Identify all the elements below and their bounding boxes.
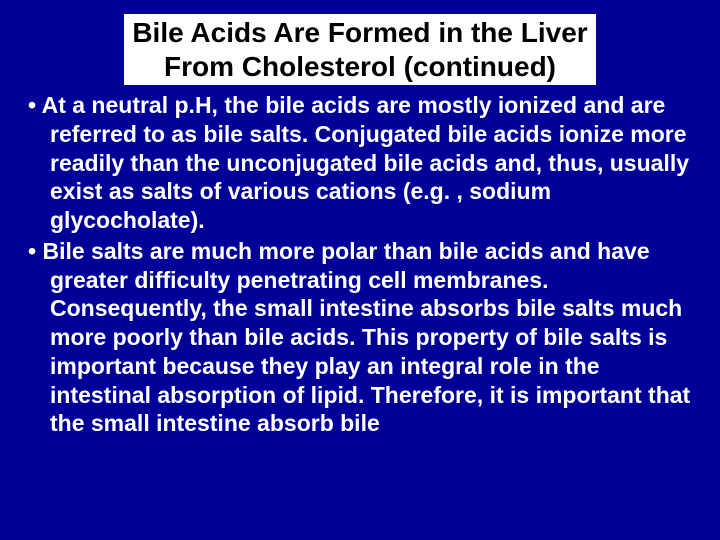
- slide-container: Bile Acids Are Formed in the Liver From …: [0, 0, 720, 540]
- list-item: At a neutral p.H, the bile acids are mos…: [28, 91, 692, 235]
- title-line-2: From Cholesterol (continued): [164, 51, 556, 82]
- list-item: Bile salts are much more polar than bile…: [28, 237, 692, 438]
- slide-title: Bile Acids Are Formed in the Liver From …: [124, 14, 595, 85]
- bullet-list: At a neutral p.H, the bile acids are mos…: [28, 91, 692, 438]
- slide-body: At a neutral p.H, the bile acids are mos…: [28, 91, 692, 438]
- title-line-1: Bile Acids Are Formed in the Liver: [132, 17, 587, 48]
